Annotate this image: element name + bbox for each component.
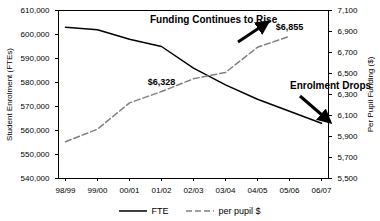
svg-text:03/04: 03/04 — [215, 186, 236, 195]
svg-text:01/02: 01/02 — [151, 186, 172, 195]
svg-text:$6,328: $6,328 — [148, 77, 176, 87]
svg-text:6,900: 6,900 — [338, 27, 359, 36]
svg-text:5,900: 5,900 — [338, 132, 359, 141]
svg-text:6,700: 6,700 — [338, 48, 359, 57]
svg-text:06/07: 06/07 — [311, 186, 332, 195]
svg-text:540,000: 540,000 — [21, 174, 50, 183]
svg-text:570,000: 570,000 — [21, 102, 50, 111]
svg-text:6,500: 6,500 — [338, 69, 359, 78]
html-text:Funding Continues to Rise: Funding Continues to Rise — [150, 14, 278, 25]
svg-text:98/99: 98/99 — [55, 186, 76, 195]
svg-text:590,000: 590,000 — [21, 54, 50, 63]
svg-text:$6,855: $6,855 — [276, 22, 304, 32]
svg-text:Per Pupil Funding ($): Per Pupil Funding ($) — [366, 56, 375, 132]
svg-text:99/00: 99/00 — [87, 186, 108, 195]
svg-text:610,000: 610,000 — [21, 6, 50, 15]
svg-text:00/01: 00/01 — [119, 186, 140, 195]
svg-text:7,100: 7,100 — [338, 6, 359, 15]
svg-text:5,700: 5,700 — [338, 153, 359, 162]
svg-text:Student Enrolment (FTEs): Student Enrolment (FTEs) — [5, 48, 14, 141]
svg-text:02/03: 02/03 — [183, 186, 204, 195]
html-text:Enrolment Drops: Enrolment Drops — [290, 80, 372, 91]
svg-text:05/06: 05/06 — [279, 186, 300, 195]
svg-text:6,100: 6,100 — [338, 111, 359, 120]
svg-text:560,000: 560,000 — [21, 126, 50, 135]
svg-text:600,000: 600,000 — [21, 30, 50, 39]
svg-text:580,000: 580,000 — [21, 78, 50, 87]
svg-text:550,000: 550,000 — [21, 150, 50, 159]
svg-text:5,500: 5,500 — [338, 174, 359, 183]
html-text:FTE: FTE — [151, 205, 169, 216]
svg-text:04/05: 04/05 — [247, 186, 268, 195]
html-text:per pupil $: per pupil $ — [218, 205, 261, 216]
svg-text:6,300: 6,300 — [338, 90, 359, 99]
